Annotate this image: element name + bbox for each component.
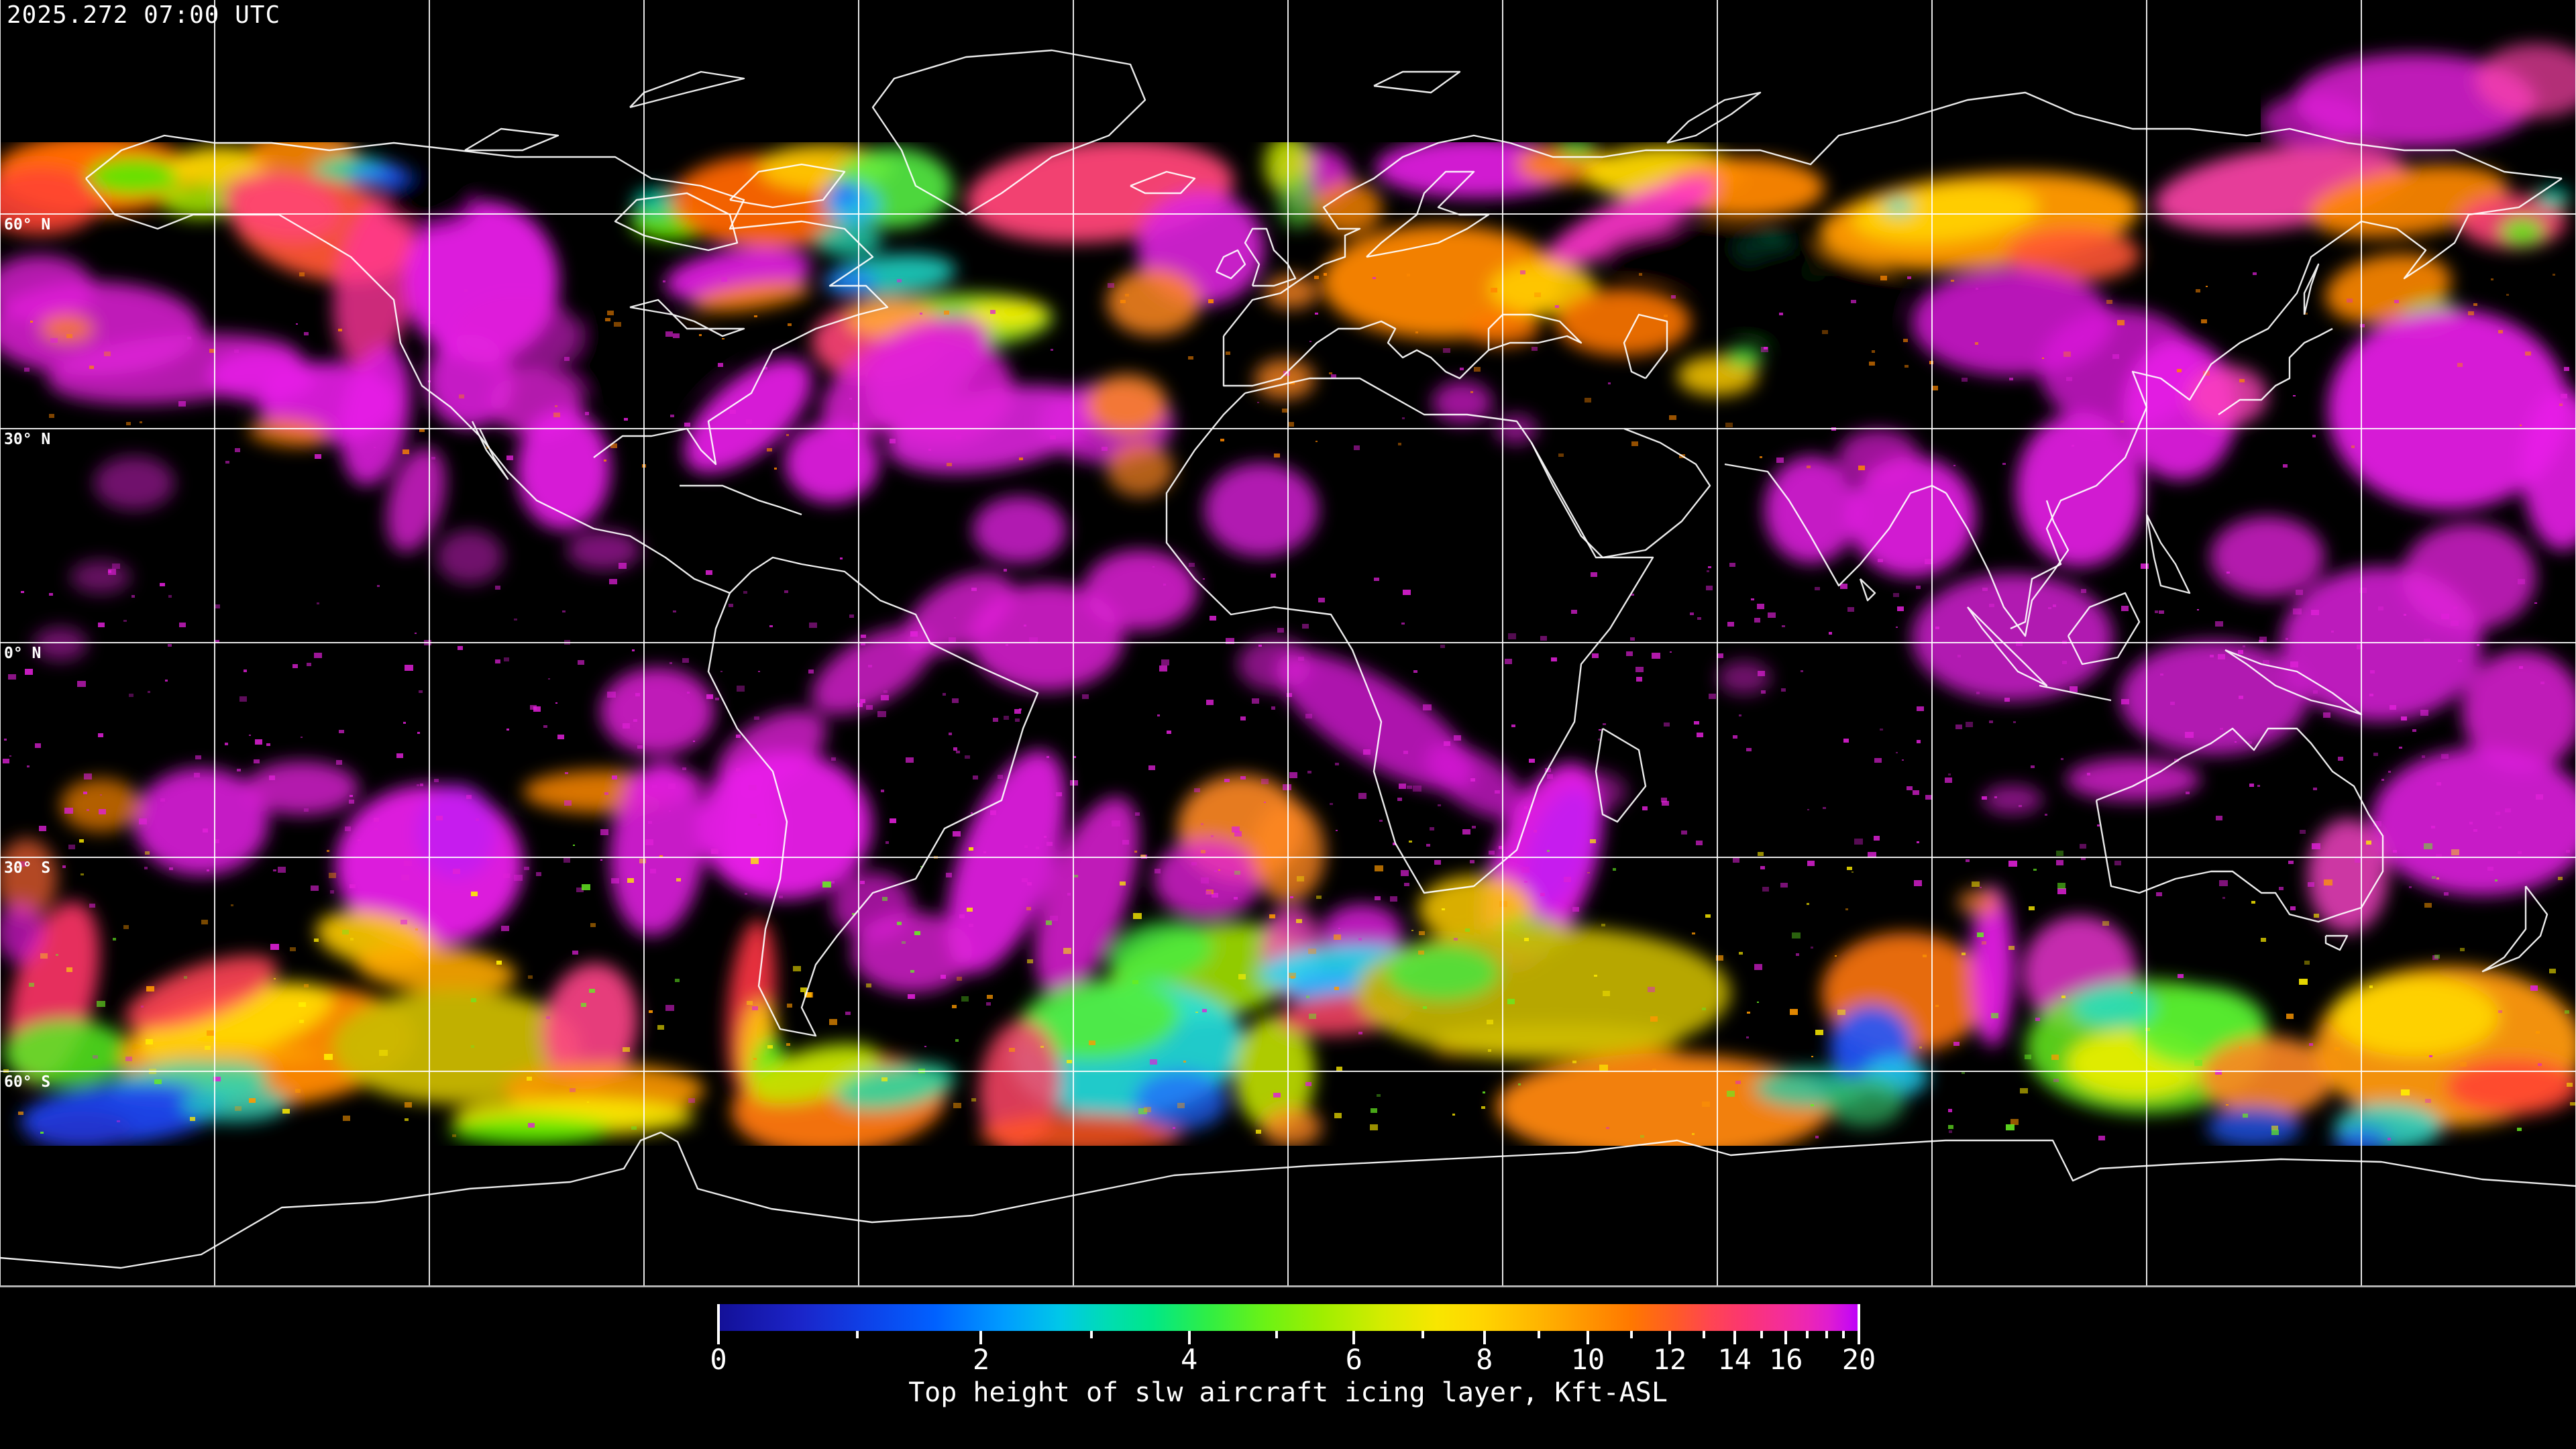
colorbar-tick-label: 8 (1476, 1343, 1493, 1376)
coastline-new-guinea (2224, 649, 2363, 716)
coastline-baltic (1366, 170, 1490, 258)
coastline-new-zealand (2481, 885, 2548, 973)
coastline-novaya-zemlya (1666, 91, 1762, 144)
lat-label: 60° S (4, 1073, 51, 1091)
coastline-hudson-bay (614, 192, 739, 252)
colorbar-tick (1784, 1331, 1788, 1344)
colorbar-tick-label: 14 (1717, 1343, 1752, 1376)
colorbar-tick (1187, 1331, 1191, 1344)
colorbar-tick (1586, 1331, 1589, 1344)
colorbar-title: Top height of slw aircraft icing layer, … (908, 1377, 1668, 1408)
coastline-caspian (1623, 313, 1668, 380)
coastline-ellesmere (629, 70, 745, 109)
coastline-black-sea (1487, 313, 1582, 352)
colorbar-tick (1483, 1331, 1486, 1344)
coastlines (0, 49, 2576, 1269)
coastline-africa (1165, 377, 1654, 894)
colorbar-tick-label: 4 (1180, 1343, 1198, 1376)
map-colorbar-separator (0, 1285, 2576, 1287)
coastline-great-lakes (629, 299, 745, 337)
colorbar-gradient (718, 1304, 1859, 1331)
coastline-asia-east (2010, 178, 2563, 630)
colorbar-tick (1733, 1331, 1736, 1344)
colorbar-tick (1858, 1304, 1860, 1344)
coastline-south-america (707, 556, 1039, 1037)
colorbar-tick (1089, 1331, 1093, 1338)
colorbar-tick (1760, 1331, 1764, 1338)
colorbar-tick (1703, 1331, 1706, 1338)
colorbar-tick (1421, 1331, 1425, 1338)
map-host: 60° N 30° N 0° N 30° S 60° S (0, 0, 2576, 1286)
colorbar-tick (1806, 1331, 1809, 1338)
colorbar-tick (979, 1331, 983, 1344)
coastline-india (1724, 463, 1947, 587)
coastline-tasmania (2324, 934, 2349, 951)
timestamp-label: 2025.272 07:00 UTC (7, 1, 281, 29)
colorbar-tick (1629, 1331, 1633, 1338)
colorbar-tick (1275, 1331, 1278, 1338)
colorbar-tick (1842, 1331, 1845, 1338)
coastline-madagascar (1595, 727, 1647, 823)
coastline-ireland (1215, 249, 1246, 280)
coastline-europe-atlantic (1223, 134, 1511, 337)
graticule (0, 0, 2576, 1286)
coastline-se-asia (1945, 492, 2070, 637)
lat-label: 60° N (4, 216, 51, 233)
coastline-baja (471, 421, 509, 480)
coastline-sakhalin (2303, 263, 2320, 315)
colorbar-tick (1825, 1331, 1828, 1338)
coastline-baffin (729, 163, 846, 209)
colorbar-tick-label: 12 (1652, 1343, 1687, 1376)
colorbar-tick (717, 1304, 720, 1344)
coastline-iberia-mediterranean (1222, 320, 1489, 387)
coastline-australia (2095, 727, 2384, 923)
colorbar-tick (1352, 1331, 1356, 1344)
coastline-caribbean (680, 484, 802, 516)
lat-label: 0° N (4, 645, 42, 662)
colorbar-tick (1668, 1331, 1671, 1344)
coastline-borneo (2067, 592, 2141, 665)
colorbar-tick-label: 20 (1841, 1343, 1876, 1376)
coastline-asia-arctic (1509, 91, 2563, 180)
coastline-sumatra (1967, 606, 2048, 687)
coastline-iceland (1130, 170, 1196, 195)
colorbar-tick-label: 6 (1345, 1343, 1362, 1376)
colorbar-tick-label: 0 (710, 1343, 727, 1376)
coastline-philippines (2145, 514, 2191, 594)
colorbar-tick-label: 16 (1768, 1343, 1803, 1376)
coastline-victoria-island (464, 127, 559, 152)
lat-label: 30° S (4, 859, 51, 877)
coastline-java (2039, 684, 2112, 702)
colorbar-tick (1538, 1331, 1541, 1338)
colorbar-tick (856, 1331, 859, 1338)
coastline-na-east-arctic (85, 134, 889, 466)
noise-layer (3, 270, 2575, 1140)
colorbar-tick-label: 2 (972, 1343, 990, 1376)
coastline-britain (1244, 227, 1297, 287)
coastline-sri-lanka (1859, 578, 1876, 602)
world-map (0, 0, 2576, 1286)
coastline-greenland (871, 49, 1146, 216)
coastline-svalbard (1373, 70, 1461, 94)
coastline-arabia (1530, 427, 1711, 559)
coastline-japan (2218, 327, 2333, 415)
colorbar-tick-label: 10 (1570, 1343, 1605, 1376)
lat-label: 30° N (4, 431, 51, 448)
coastline-antarctica (0, 1131, 2576, 1269)
